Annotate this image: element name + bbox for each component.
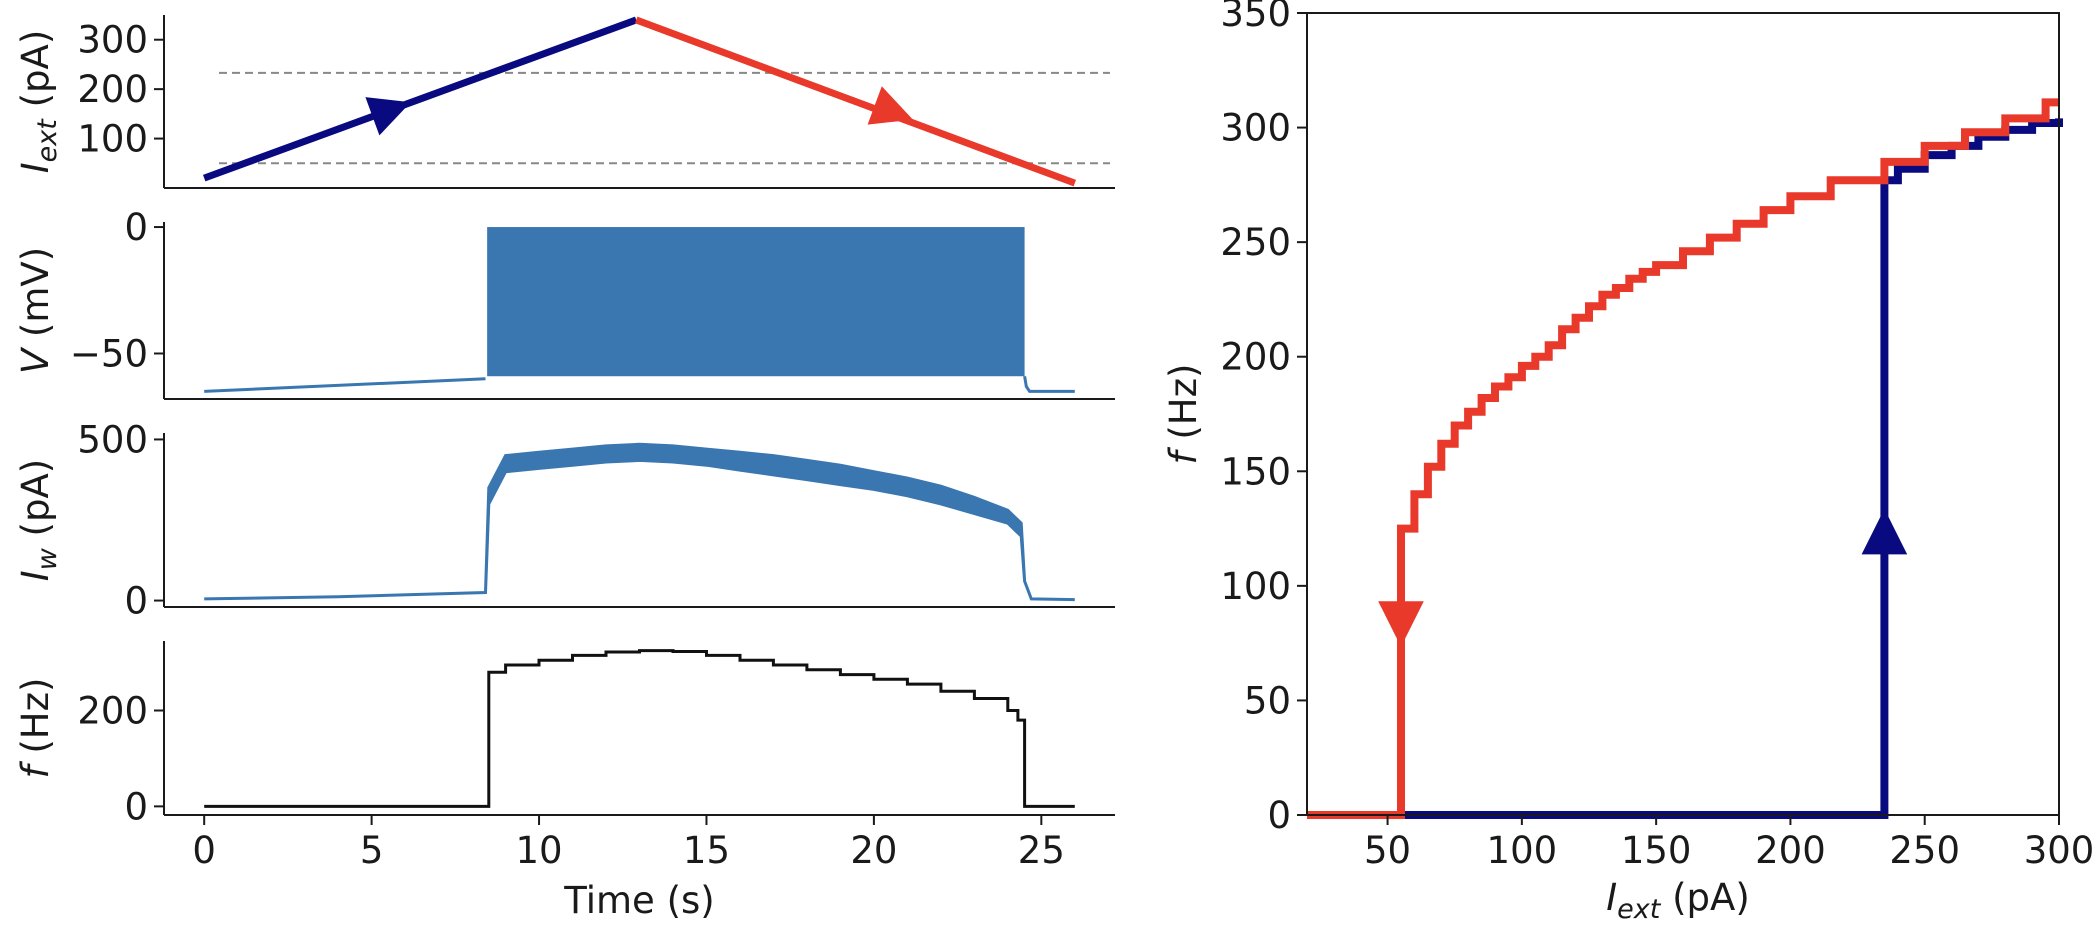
iext-down-ramp-line (634, 16, 1077, 187)
fi-ytick-label: 100 (1220, 565, 1291, 608)
rate-xtick-label: 10 (515, 829, 562, 872)
rate-line (204, 649, 1075, 808)
iext-panel: 100 200 300 Iext (pA) (14, 15, 1115, 189)
rate-xtick-label: 0 (192, 829, 216, 872)
rate-ylabel: f (Hz) (14, 678, 57, 779)
rate-xtick-label: 20 (850, 829, 897, 872)
rate-ytick-label: 0 (124, 785, 148, 828)
rate-xlabel: Time (s) (563, 879, 714, 922)
voltage-ytick-label: −50 (70, 332, 148, 375)
iext-up-arrow (365, 97, 411, 136)
iw-ylabel-symbol: I (14, 570, 57, 581)
iext-down-arrow (867, 86, 913, 125)
iw-ylabel: Iw (pA) (14, 459, 63, 581)
fi-panel: 0 50 100 150 200 250 300 350 50 100 150 200 250 300 f … (1162, 0, 2094, 925)
fi-frame (1306, 12, 2060, 816)
iext-ylabel-symbol: I (14, 162, 57, 173)
fi-ytick-label: 0 (1267, 794, 1291, 837)
rate-panel: 0 200 0 5 10 15 20 25 f (Hz) Time (s) (14, 641, 1115, 922)
iw-adaptation-band (204, 442, 1075, 602)
voltage-ylabel-unit: (mV) (14, 247, 57, 349)
fi-ytick-label: 50 (1244, 679, 1291, 722)
fi-xtick-label: 150 (1621, 829, 1692, 872)
voltage-recovery-line (1023, 375, 1075, 393)
voltage-ylabel-symbol: V (14, 346, 57, 374)
fi-up-arrow (1861, 508, 1908, 555)
voltage-ylabel: V (mV) (14, 247, 57, 374)
iext-ytick-label: 300 (77, 19, 148, 62)
iext-ytick-label: 200 (77, 68, 148, 111)
iw-ytick-label: 500 (77, 418, 148, 461)
fi-xtick-label: 200 (1755, 829, 1826, 872)
iext-ylabel-unit: (pA) (14, 30, 57, 119)
voltage-ytick-label: 0 (124, 206, 148, 249)
fi-down-arrow (1378, 601, 1424, 647)
fi-ylabel: f (Hz) (1162, 364, 1205, 465)
fi-ylabel-unit: (Hz) (1162, 364, 1205, 452)
iw-ytick-label: 0 (124, 580, 148, 623)
voltage-resting-line (204, 377, 486, 393)
fi-xlabel-unit: (pA) (1660, 876, 1749, 919)
fi-ytick-label: 200 (1220, 336, 1291, 379)
iext-ytick-label: 100 (77, 118, 148, 161)
fi-xlabel: Iext (pA) (1606, 876, 1750, 925)
voltage-panel: −50 0 V (mV) (14, 206, 1115, 400)
iw-panel: 0 500 Iw (pA) (14, 418, 1115, 623)
rate-xtick-label: 25 (1018, 829, 1065, 872)
fi-ytick-label: 300 (1220, 107, 1291, 150)
fi-xlabel-symbol: I (1606, 876, 1617, 919)
iext-ylabel: Iext (pA) (14, 30, 63, 174)
fi-up-sweep-line (1307, 118, 2063, 819)
fi-down-sweep-line (1307, 98, 2059, 819)
fi-xtick-label: 250 (1889, 829, 1960, 872)
voltage-spiking-band (487, 227, 1025, 377)
iext-up-ramp-line (202, 16, 638, 182)
iw-ylabel-subscript: w (32, 547, 63, 570)
rate-ylabel-unit: (Hz) (14, 678, 57, 766)
iext-ylabel-subscript: ext (32, 118, 63, 163)
fi-ytick-label: 350 (1220, 0, 1291, 35)
fi-ytick-label: 150 (1220, 450, 1291, 493)
fi-xtick-label: 300 (2024, 829, 2095, 872)
iw-ylabel-unit: (pA) (14, 459, 57, 548)
fi-ytick-label: 250 (1220, 221, 1291, 264)
rate-ytick-label: 200 (77, 690, 148, 733)
fi-xtick-label: 100 (1487, 829, 1558, 872)
rate-xtick-label: 5 (360, 829, 384, 872)
rate-xtick-label: 15 (683, 829, 730, 872)
fi-xlabel-subscript: ext (1617, 894, 1662, 925)
fi-xtick-label: 50 (1364, 829, 1411, 872)
